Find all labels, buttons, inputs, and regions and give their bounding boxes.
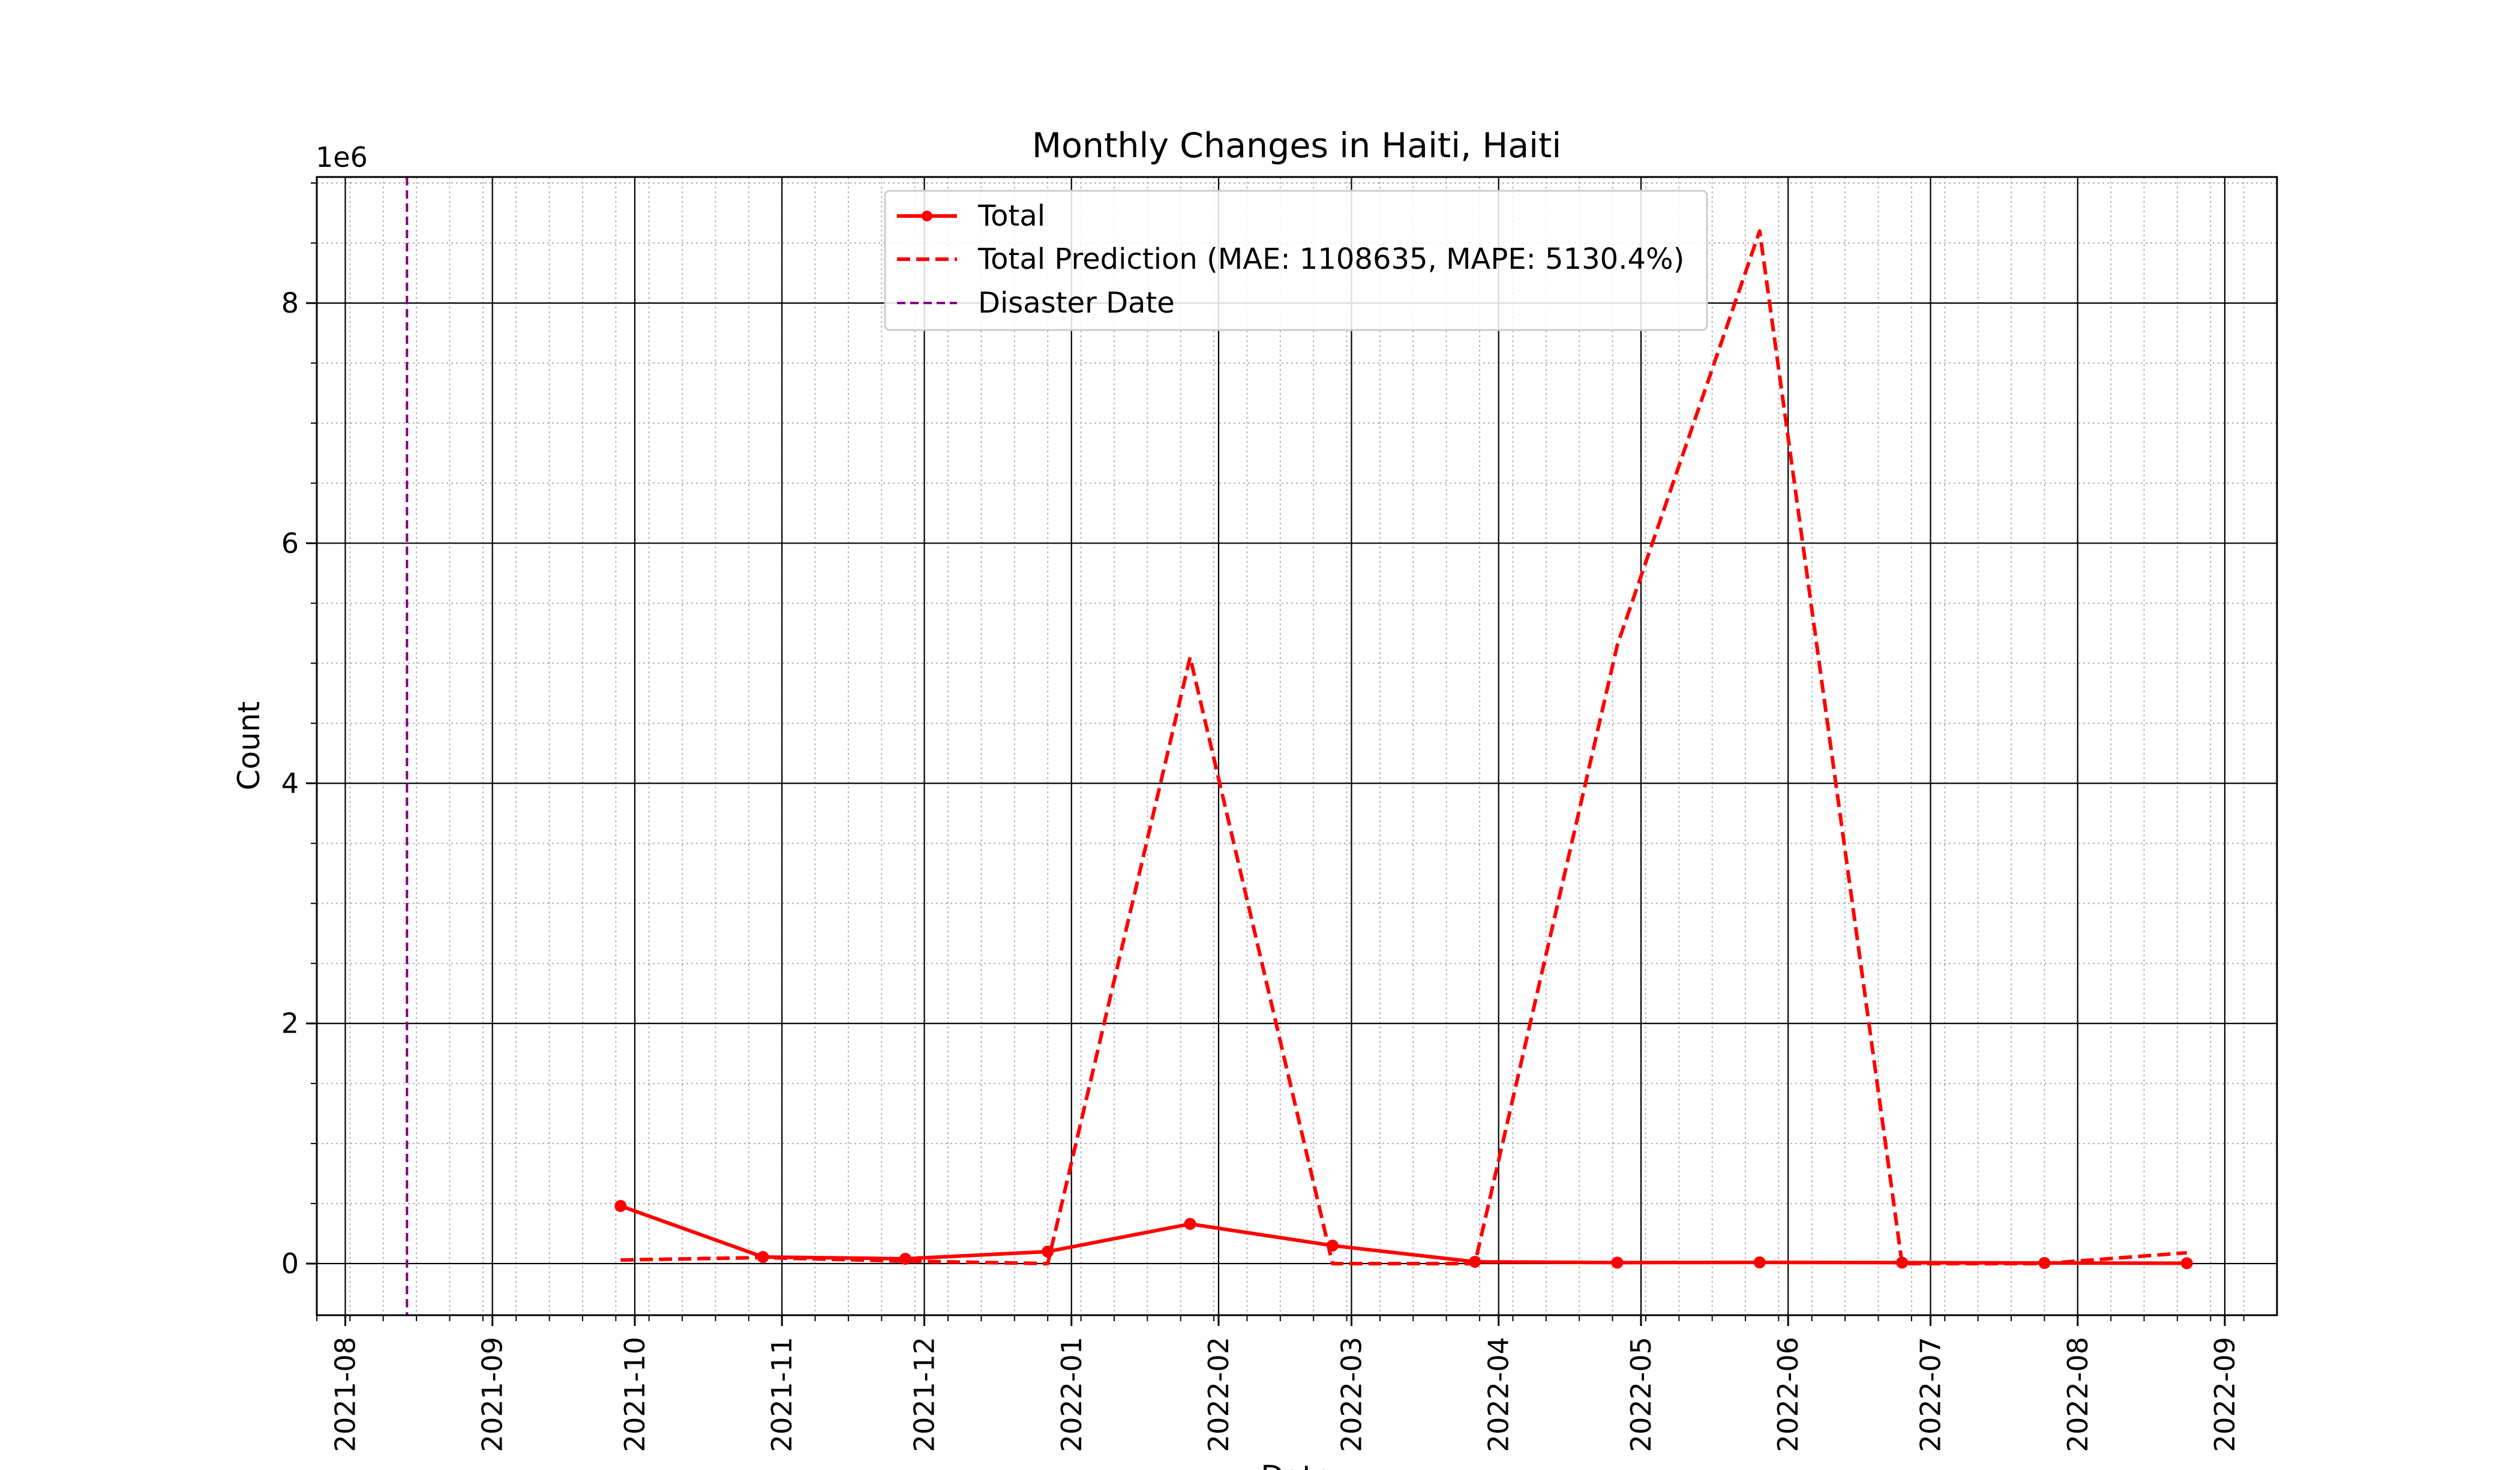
x-tick-label: 2022-03: [1335, 1337, 1367, 1452]
total-point: [2180, 1257, 2193, 1270]
total-point: [2038, 1256, 2051, 1269]
x-tick-label: 2021-12: [908, 1337, 941, 1452]
x-tick-label: 2022-07: [1915, 1337, 1947, 1452]
x-tick-label: 2022-09: [2209, 1337, 2241, 1452]
legend-total-marker: [922, 211, 932, 221]
chart-title: Monthly Changes in Haiti, Haiti: [1032, 126, 1561, 166]
x-tick-label: 2022-02: [1202, 1337, 1235, 1452]
legend-prediction-label: Total Prediction (MAE: 1108635, MAPE: 51…: [977, 242, 1684, 276]
prediction-line: [620, 229, 2187, 1265]
total-line: [620, 1204, 2187, 1265]
x-tick-label: 2022-06: [1772, 1337, 1804, 1452]
total-point: [1326, 1239, 1339, 1252]
y-axis-label: Count: [232, 701, 266, 791]
total-point: [757, 1250, 769, 1263]
legend: Total Total Prediction (MAE: 1108635, MA…: [884, 190, 1708, 331]
total-point: [1611, 1256, 1624, 1269]
major-grid: [317, 177, 2277, 1315]
y-tick-label: 0: [281, 1247, 299, 1280]
x-tick-label: 2021-08: [329, 1337, 361, 1452]
x-tick-label: 2022-05: [1625, 1337, 1657, 1452]
y-tick-label: 2: [281, 1007, 299, 1040]
series-layer: [406, 177, 2193, 1315]
x-tick-label: 2021-11: [766, 1337, 798, 1452]
x-axis-label: Date: [1261, 1459, 1333, 1470]
y-tick-label: 8: [281, 287, 299, 319]
ticks: 2021-08 2021-09 2021-10 2021-11 2021-12 2022-…: [281, 182, 2245, 1452]
legend-total-label: Total: [977, 199, 1045, 233]
legend-box: [884, 190, 1708, 331]
y-offset-label: 1e6: [316, 141, 368, 173]
total-point: [1896, 1256, 1909, 1269]
minor-grid: [316, 177, 2277, 1315]
total-point: [1753, 1256, 1766, 1268]
y-tick-label: 6: [281, 527, 299, 559]
plot-frame: [316, 176, 2278, 1316]
x-tick-label: 2022-04: [1483, 1337, 1515, 1452]
total-point: [899, 1252, 911, 1265]
x-tick-label: 2022-01: [1055, 1337, 1088, 1452]
x-tick-label: 2022-08: [2062, 1337, 2094, 1452]
legend-disaster-label: Disaster Date: [978, 286, 1175, 320]
total-point: [614, 1199, 627, 1212]
total-point: [1042, 1245, 1054, 1258]
y-tick-label: 4: [281, 767, 299, 800]
x-tick-label: 2021-09: [476, 1337, 509, 1452]
x-tick-label: 2021-10: [619, 1337, 651, 1452]
total-point: [1469, 1255, 1481, 1268]
total-point: [1184, 1217, 1196, 1230]
